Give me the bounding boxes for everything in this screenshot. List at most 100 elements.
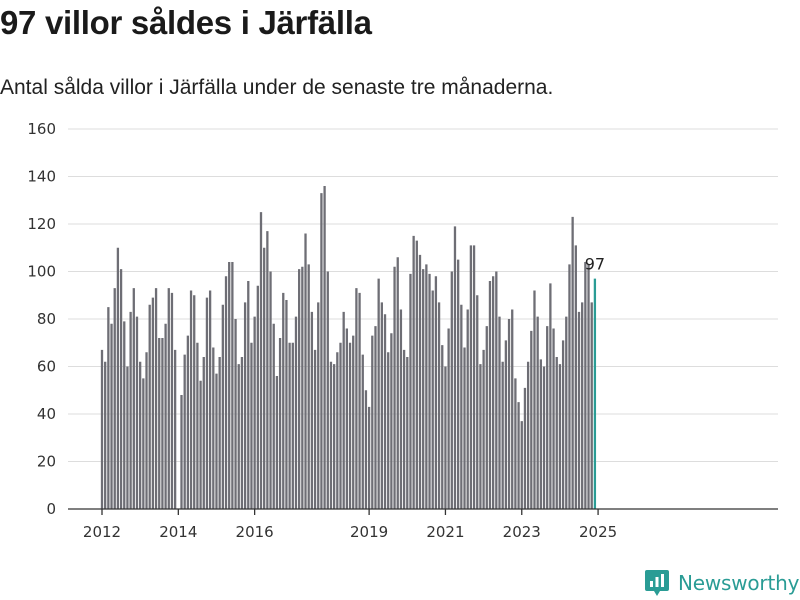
- x-tick-label: 2021: [426, 523, 464, 541]
- bar: [361, 354, 364, 510]
- x-tick-label: 2012: [83, 523, 121, 541]
- x-tick-label: 2014: [159, 523, 197, 541]
- bar: [399, 309, 403, 509]
- x-tick-label: 2019: [350, 523, 388, 541]
- y-tick-label: 20: [37, 453, 56, 471]
- bar: [520, 421, 523, 510]
- bar: [377, 278, 380, 510]
- bar: [135, 316, 139, 510]
- bar: [116, 247, 120, 509]
- bar: [145, 352, 148, 509]
- bar: [158, 338, 161, 509]
- bar: [107, 307, 110, 510]
- bar: [511, 309, 514, 509]
- bar: [173, 349, 177, 510]
- bar: [565, 316, 568, 510]
- bar: [345, 328, 349, 509]
- newsworthy-icon: [645, 570, 669, 596]
- x-tick-label: 2025: [579, 523, 617, 541]
- bar: [266, 231, 269, 510]
- bar: [250, 342, 253, 509]
- bar: [348, 342, 352, 509]
- bar: [485, 326, 488, 510]
- bar: [202, 357, 205, 509]
- bar: [542, 366, 546, 509]
- bar: [352, 335, 355, 510]
- bar: [275, 376, 279, 509]
- bar: [558, 364, 562, 510]
- bar: [301, 266, 304, 509]
- bar: [285, 300, 288, 509]
- bar: [139, 361, 142, 509]
- bar: [189, 290, 193, 509]
- bar: [263, 247, 266, 509]
- bar: [587, 264, 590, 510]
- bar: [380, 302, 383, 510]
- bar: [472, 245, 476, 510]
- bar: [221, 304, 224, 509]
- bar: [552, 328, 555, 509]
- bar: [364, 390, 368, 509]
- bar: [332, 364, 336, 510]
- brand-name: Newsworthy: [678, 571, 800, 595]
- bar: [501, 361, 504, 509]
- bar: [561, 340, 565, 510]
- bar: [425, 264, 428, 510]
- bar: [453, 226, 457, 510]
- bar: [323, 186, 326, 509]
- bar: [288, 342, 291, 509]
- bar: [218, 357, 221, 509]
- bar: [479, 364, 482, 510]
- bar: [304, 233, 307, 509]
- bar: [215, 373, 218, 510]
- bar: [412, 235, 415, 510]
- bar: [495, 271, 498, 509]
- bar: [406, 357, 409, 509]
- bar: [498, 316, 501, 510]
- bar: [590, 302, 593, 510]
- bar: [482, 349, 485, 510]
- bar: [555, 357, 558, 509]
- bar: [387, 352, 390, 509]
- bar: [123, 321, 126, 510]
- bar: [196, 342, 199, 509]
- bar: [450, 271, 453, 509]
- bar: [434, 276, 438, 509]
- newsworthy-logo: Newsworthy: [644, 568, 799, 598]
- bar: [530, 330, 533, 510]
- bar: [584, 262, 587, 509]
- y-tick-label: 100: [27, 263, 56, 281]
- bar: [329, 361, 333, 509]
- bar: [100, 349, 104, 510]
- bar: [161, 338, 164, 509]
- bar: [418, 254, 422, 509]
- bar: [142, 378, 145, 510]
- bar: [282, 292, 285, 510]
- bar: [574, 245, 577, 510]
- bar: [504, 340, 508, 510]
- y-tick-label: 80: [37, 310, 56, 328]
- bar: [428, 273, 431, 510]
- bar: [199, 380, 202, 509]
- bar: [237, 364, 240, 510]
- chart-title: 97 villor såldes i Järfälla: [0, 4, 372, 41]
- bar: [167, 288, 170, 510]
- x-tick-label: 2023: [503, 523, 541, 541]
- bar: [240, 357, 244, 509]
- bar: [358, 292, 361, 510]
- bar: [151, 297, 155, 510]
- bar: [581, 302, 584, 510]
- bar: [231, 262, 234, 509]
- bar: [307, 264, 310, 510]
- bar: [536, 316, 539, 510]
- bar: [186, 335, 190, 510]
- bar: [228, 262, 231, 509]
- bar: [517, 402, 520, 510]
- bar: [390, 333, 393, 509]
- bar: [463, 347, 466, 509]
- bar: [269, 271, 272, 509]
- bar: [367, 406, 371, 510]
- bar: [571, 216, 574, 510]
- bar-highlight: [593, 278, 597, 510]
- y-tick-label: 0: [46, 500, 56, 518]
